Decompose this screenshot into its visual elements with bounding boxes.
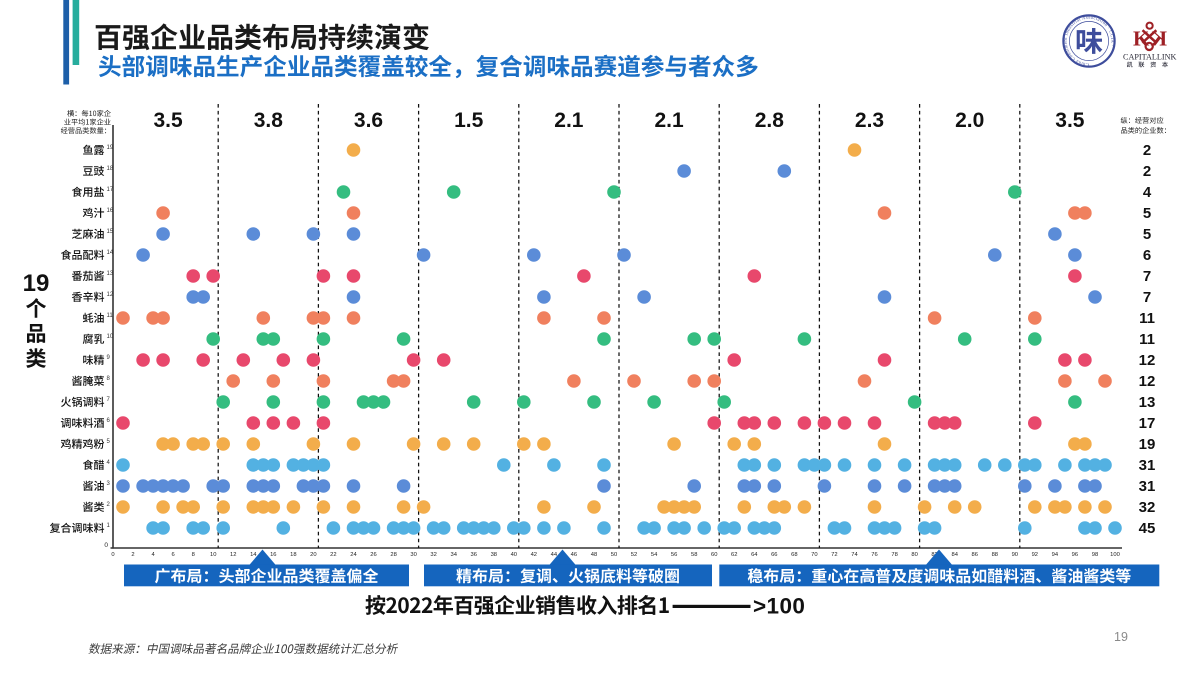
svg-text:>100: >100 bbox=[753, 594, 805, 619]
svg-text:3.5: 3.5 bbox=[1055, 109, 1085, 132]
svg-text:3.6: 3.6 bbox=[354, 109, 383, 132]
svg-text:3.5: 3.5 bbox=[153, 109, 183, 132]
svg-text:CAPITALLINK: CAPITALLINK bbox=[1123, 53, 1177, 62]
svg-text:2.8: 2.8 bbox=[755, 109, 785, 132]
svg-text:2.1: 2.1 bbox=[654, 109, 684, 132]
svg-text:2.3: 2.3 bbox=[855, 109, 884, 132]
svg-text:2.0: 2.0 bbox=[955, 109, 984, 132]
svg-text:3.8: 3.8 bbox=[254, 109, 284, 132]
svg-text:2.1: 2.1 bbox=[554, 109, 584, 132]
svg-text:0: 0 bbox=[104, 542, 108, 549]
svg-text:1.5: 1.5 bbox=[454, 109, 484, 132]
svg-text:19: 19 bbox=[1114, 630, 1128, 644]
svg-text:19: 19 bbox=[23, 270, 50, 297]
